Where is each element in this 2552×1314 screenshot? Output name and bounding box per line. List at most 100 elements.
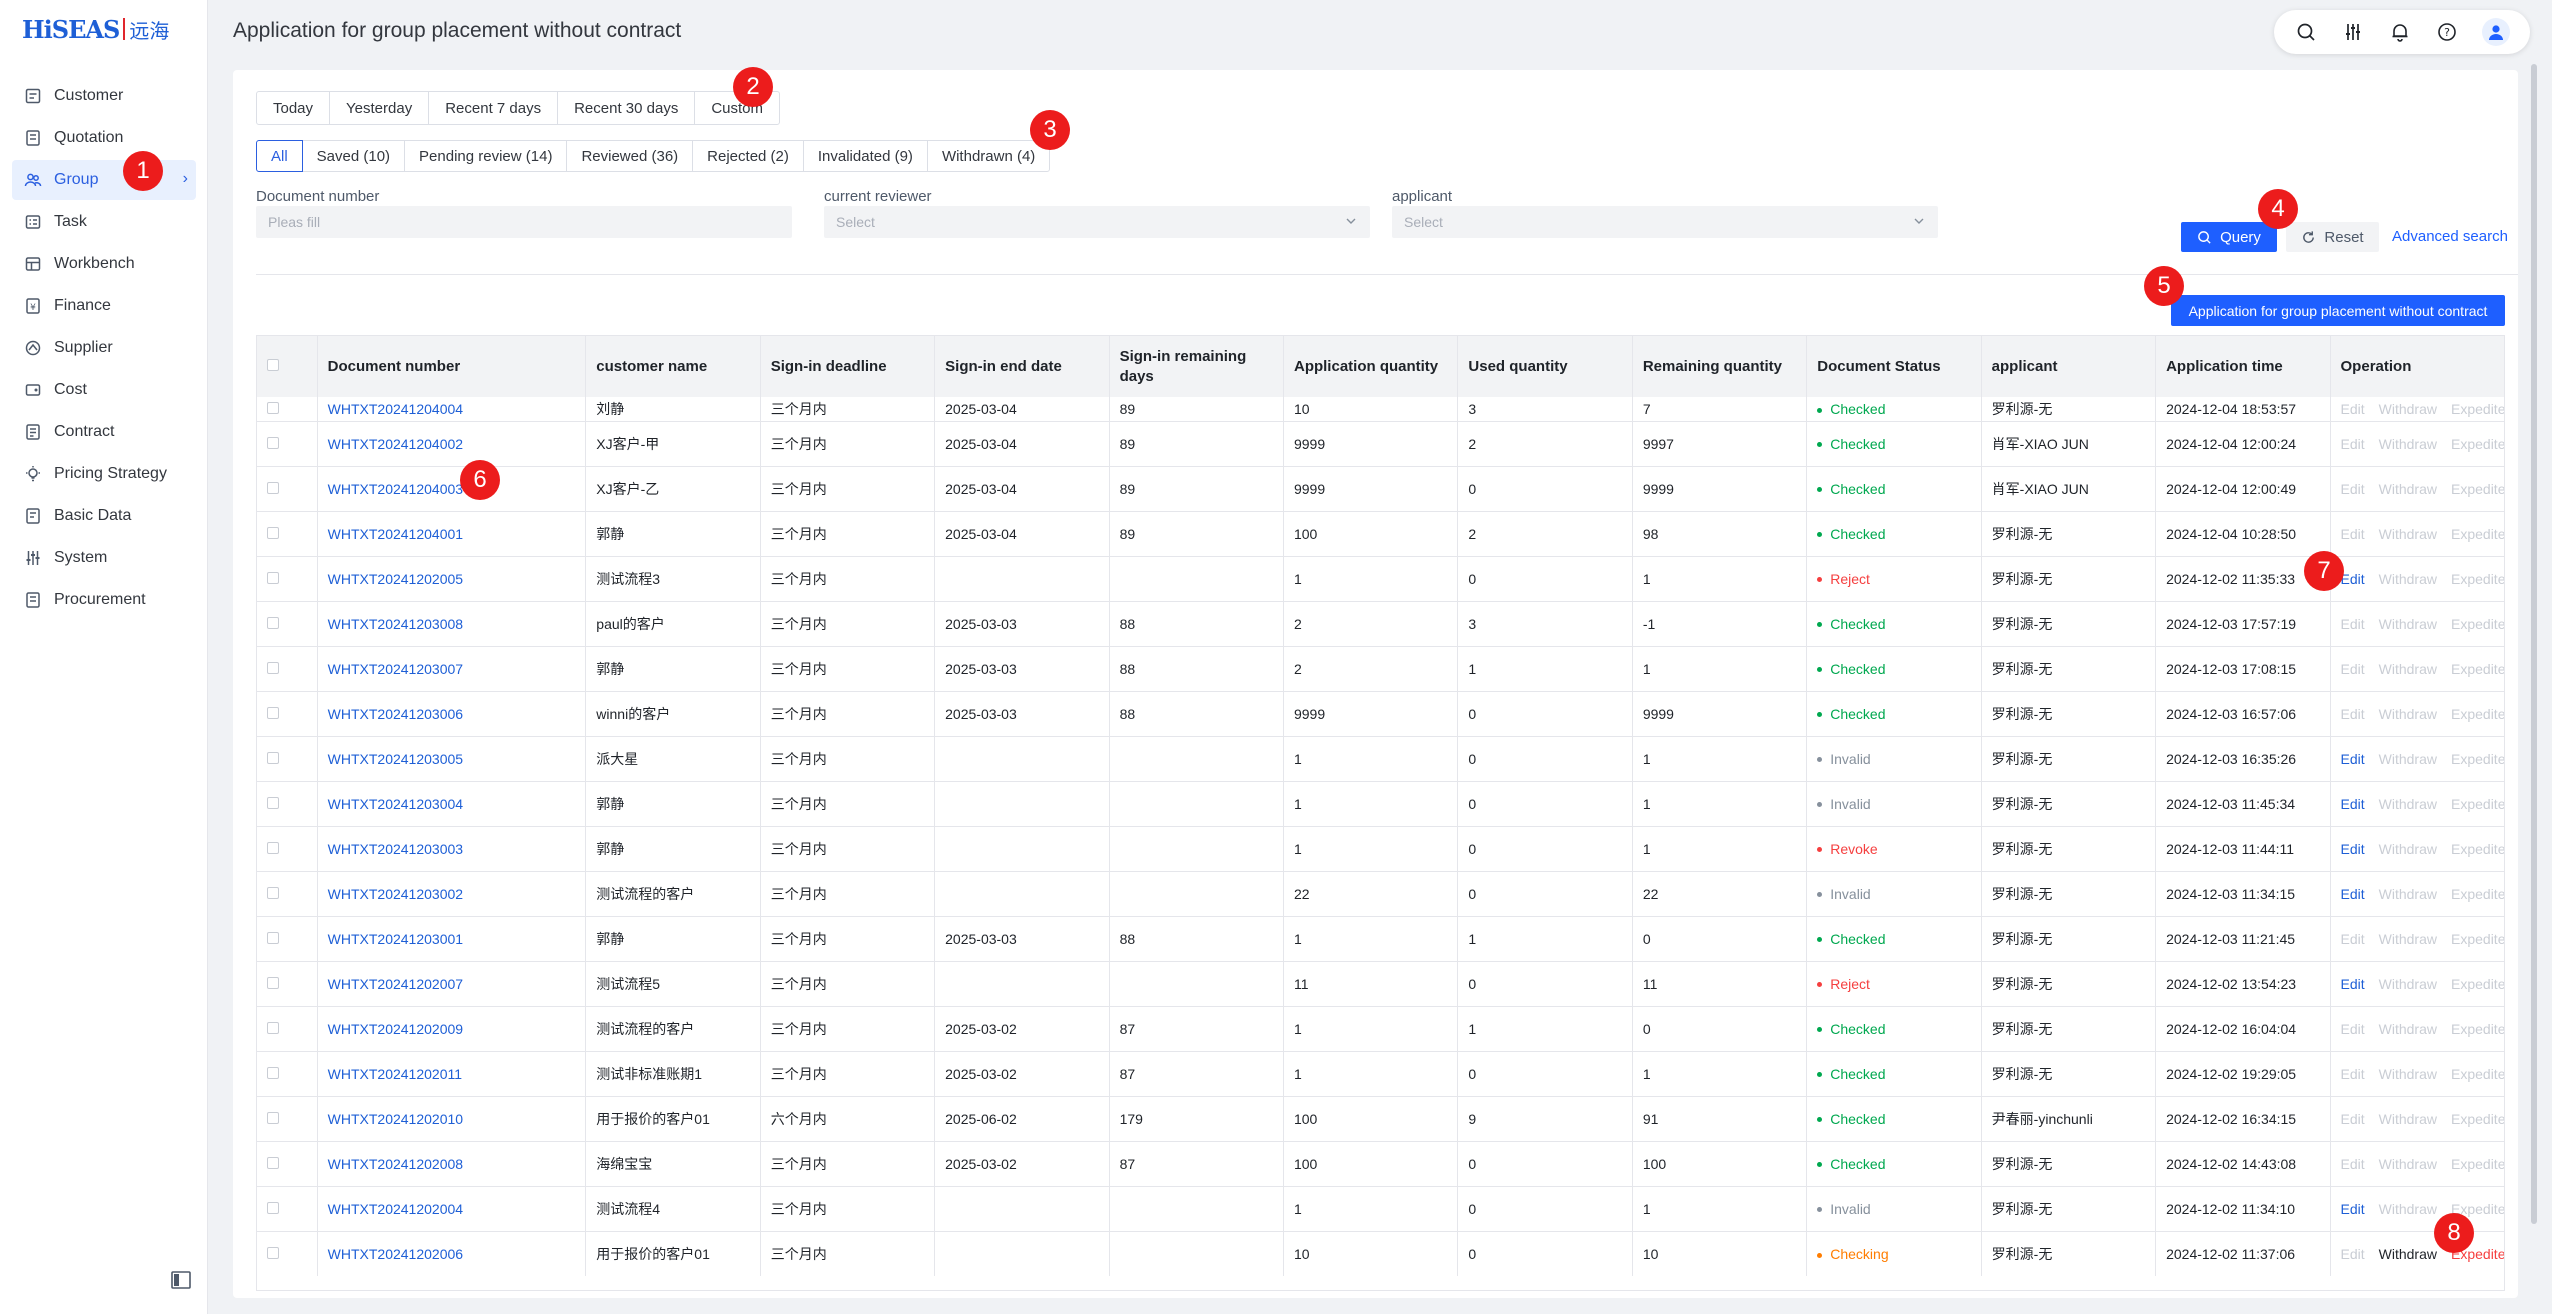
- withdraw-button[interactable]: Withdraw: [2378, 570, 2437, 587]
- sidebar-item-procurement[interactable]: Procurement: [12, 580, 196, 620]
- withdraw-button[interactable]: Withdraw: [2378, 1245, 2437, 1262]
- date-filter-today[interactable]: Today: [256, 91, 331, 125]
- expedite-button[interactable]: Expedite: [2451, 615, 2505, 632]
- expedite-button[interactable]: Expedite: [2451, 1020, 2505, 1037]
- expedite-button[interactable]: Expedite: [2451, 1065, 2505, 1082]
- edit-button[interactable]: Edit: [2340, 400, 2365, 417]
- sidebar-item-basic-data[interactable]: Basic Data: [12, 496, 196, 536]
- select-all-header[interactable]: [257, 336, 318, 397]
- row-checkbox[interactable]: [267, 751, 279, 764]
- expedite-button[interactable]: Expedite: [2451, 480, 2505, 497]
- edit-button[interactable]: Edit: [2340, 615, 2365, 632]
- doc-number-link[interactable]: WHTXT20241202006: [327, 1245, 464, 1262]
- withdraw-button[interactable]: Withdraw: [2378, 975, 2437, 992]
- withdraw-button[interactable]: Withdraw: [2378, 400, 2437, 417]
- query-button[interactable]: Query: [2181, 222, 2277, 252]
- edit-button[interactable]: Edit: [2340, 1155, 2365, 1172]
- expedite-button[interactable]: Expedite: [2451, 930, 2505, 947]
- reset-button[interactable]: Reset: [2286, 222, 2379, 252]
- expedite-button[interactable]: Expedite: [2451, 525, 2505, 542]
- row-checkbox[interactable]: [267, 886, 279, 899]
- status-tab-rejected[interactable]: Rejected (2): [692, 140, 804, 172]
- edit-button[interactable]: Edit: [2340, 435, 2365, 452]
- sidebar-item-finance[interactable]: ¥ Finance: [12, 286, 196, 326]
- row-checkbox[interactable]: [267, 661, 279, 674]
- row-checkbox[interactable]: [267, 841, 279, 854]
- doc-number-input[interactable]: Pleas fill: [256, 206, 792, 238]
- status-tab-withdrawn[interactable]: Withdrawn (4): [926, 140, 1051, 172]
- sidebar-item-task[interactable]: Task: [12, 202, 196, 242]
- doc-number-link[interactable]: WHTXT20241202007: [327, 975, 464, 992]
- row-checkbox[interactable]: [267, 1246, 279, 1259]
- doc-number-link[interactable]: WHTXT20241202010: [327, 1110, 464, 1127]
- withdraw-button[interactable]: Withdraw: [2378, 1065, 2437, 1082]
- row-checkbox[interactable]: [267, 976, 279, 989]
- expedite-button[interactable]: Expedite: [2451, 660, 2505, 677]
- help-icon[interactable]: ?: [2435, 20, 2459, 44]
- doc-number-link[interactable]: WHTXT20241203005: [327, 750, 464, 767]
- row-checkbox[interactable]: [267, 1021, 279, 1034]
- edit-button[interactable]: Edit: [2340, 705, 2365, 722]
- doc-number-link[interactable]: WHTXT20241204004: [327, 400, 464, 417]
- select-all-checkbox[interactable]: [267, 358, 279, 371]
- sidebar-item-cost[interactable]: Cost: [12, 370, 196, 410]
- expedite-button[interactable]: Expedite: [2451, 975, 2505, 992]
- sidebar-item-workbench[interactable]: Workbench: [12, 244, 196, 284]
- date-filter-yesterday[interactable]: Yesterday: [329, 91, 430, 125]
- doc-number-link[interactable]: WHTXT20241203006: [327, 705, 464, 722]
- doc-number-link[interactable]: WHTXT20241203008: [327, 615, 464, 632]
- expedite-button[interactable]: Expedite: [2451, 1110, 2505, 1127]
- row-checkbox[interactable]: [267, 436, 279, 449]
- doc-number-link[interactable]: WHTXT20241202004: [327, 1200, 464, 1217]
- expedite-button[interactable]: Expedite: [2451, 885, 2505, 902]
- doc-number-link[interactable]: WHTXT20241203003: [327, 840, 464, 857]
- page-scrollbar[interactable]: [2531, 64, 2537, 1224]
- expedite-button[interactable]: Expedite: [2451, 1155, 2505, 1172]
- row-checkbox[interactable]: [267, 706, 279, 719]
- row-checkbox[interactable]: [267, 931, 279, 944]
- edit-button[interactable]: Edit: [2340, 1245, 2365, 1262]
- edit-button[interactable]: Edit: [2340, 525, 2365, 542]
- sidebar-item-supplier[interactable]: Supplier: [12, 328, 196, 368]
- doc-number-link[interactable]: WHTXT20241204002: [327, 435, 464, 452]
- doc-number-link[interactable]: WHTXT20241202011: [327, 1065, 463, 1082]
- edit-button[interactable]: Edit: [2340, 750, 2365, 767]
- status-tab-all[interactable]: All: [256, 140, 303, 172]
- row-checkbox[interactable]: [267, 526, 279, 539]
- row-checkbox[interactable]: [267, 1111, 279, 1124]
- status-tab-invalidated[interactable]: Invalidated (9): [802, 140, 928, 172]
- edit-button[interactable]: Edit: [2340, 1200, 2365, 1217]
- row-checkbox[interactable]: [267, 1066, 279, 1079]
- withdraw-button[interactable]: Withdraw: [2378, 1110, 2437, 1127]
- sidebar-item-contract[interactable]: Contract: [12, 412, 196, 452]
- row-checkbox[interactable]: [267, 1201, 279, 1214]
- edit-button[interactable]: Edit: [2340, 660, 2365, 677]
- date-filter-recent-7-days[interactable]: Recent 7 days: [428, 91, 559, 125]
- advanced-search-link[interactable]: Advanced search: [2392, 228, 2508, 245]
- edit-button[interactable]: Edit: [2340, 795, 2365, 812]
- withdraw-button[interactable]: Withdraw: [2378, 660, 2437, 677]
- sidebar-item-pricing-strategy[interactable]: Pricing Strategy: [12, 454, 196, 494]
- row-checkbox[interactable]: [267, 481, 279, 494]
- withdraw-button[interactable]: Withdraw: [2378, 615, 2437, 632]
- expedite-button[interactable]: Expedite: [2451, 840, 2505, 857]
- edit-button[interactable]: Edit: [2340, 885, 2365, 902]
- edit-button[interactable]: Edit: [2340, 1020, 2365, 1037]
- doc-number-link[interactable]: WHTXT20241203001: [327, 930, 464, 947]
- edit-button[interactable]: Edit: [2340, 930, 2365, 947]
- withdraw-button[interactable]: Withdraw: [2378, 435, 2437, 452]
- expedite-button[interactable]: Expedite: [2451, 795, 2505, 812]
- edit-button[interactable]: Edit: [2340, 975, 2365, 992]
- expedite-button[interactable]: Expedite: [2451, 1200, 2505, 1217]
- edit-button[interactable]: Edit: [2340, 1110, 2365, 1127]
- expedite-button[interactable]: Expedite: [2451, 705, 2505, 722]
- withdraw-button[interactable]: Withdraw: [2378, 705, 2437, 722]
- withdraw-button[interactable]: Withdraw: [2378, 525, 2437, 542]
- settings-sliders-icon[interactable]: [2341, 20, 2365, 44]
- status-tab-reviewed[interactable]: Reviewed (36): [566, 140, 694, 172]
- edit-button[interactable]: Edit: [2340, 570, 2365, 587]
- doc-number-link[interactable]: WHTXT20241202005: [327, 570, 464, 587]
- apply-group-placement-button[interactable]: Application for group placement without …: [2171, 295, 2505, 326]
- withdraw-button[interactable]: Withdraw: [2378, 795, 2437, 812]
- expedite-button[interactable]: Expedite: [2451, 435, 2505, 452]
